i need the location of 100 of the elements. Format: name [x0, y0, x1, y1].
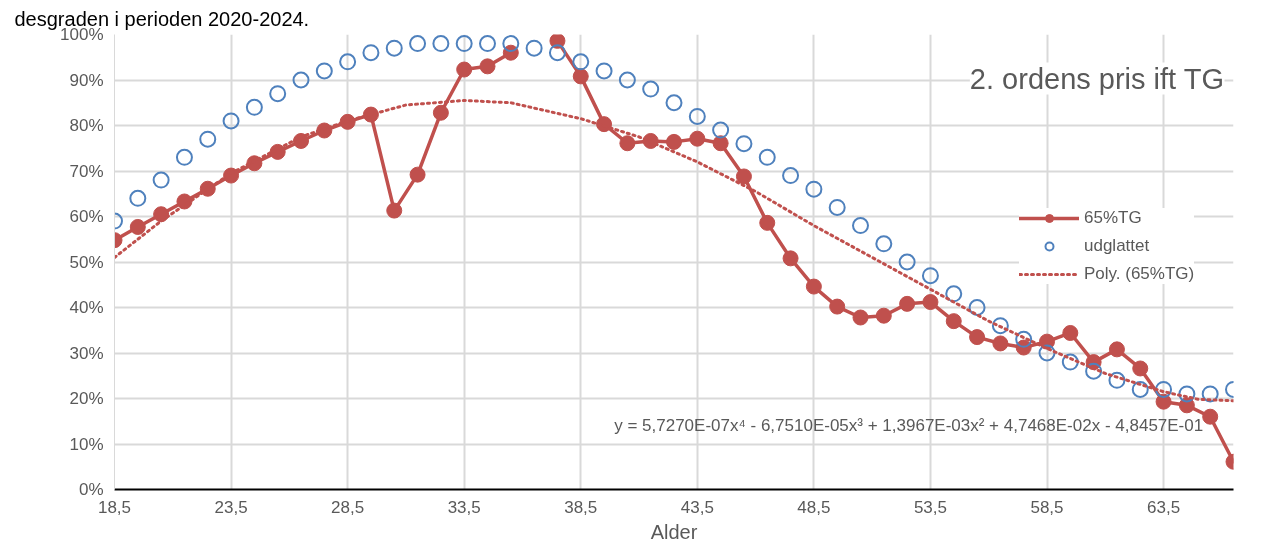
point	[665, 94, 683, 112]
y-tick-label: 70%	[69, 161, 104, 181]
point	[479, 58, 496, 75]
point	[712, 135, 729, 152]
point	[456, 61, 473, 78]
point	[455, 35, 473, 53]
x-tick-label: 33,5	[447, 497, 481, 517]
point	[969, 329, 986, 346]
point	[269, 85, 287, 103]
point	[921, 267, 939, 285]
point	[1038, 344, 1056, 362]
y-tick-label: 40%	[69, 298, 104, 317]
point	[1178, 385, 1196, 403]
point	[619, 135, 636, 152]
y-tick-label: 90%	[69, 70, 104, 90]
point	[992, 335, 1009, 352]
y-tick-label: 50%	[69, 252, 104, 272]
point	[1131, 380, 1149, 398]
point	[1015, 330, 1033, 348]
point	[1108, 341, 1125, 358]
point	[618, 71, 636, 89]
point	[479, 35, 496, 53]
x-tick-label: 28,5	[331, 497, 365, 517]
point	[805, 180, 823, 198]
annotation: y = 5,7270E-07x⁴ - 6,7510E-05x³ + 1,3967E-03x² + 4,7468E-02x - 4,8457E-01	[614, 416, 1204, 436]
x-tick-label: 63,5	[1147, 497, 1181, 517]
text: 2. ordens pris ift TG	[969, 62, 1224, 95]
point	[712, 121, 730, 139]
point	[875, 307, 892, 324]
point	[502, 35, 520, 53]
point	[898, 253, 916, 271]
point	[409, 35, 427, 53]
point	[829, 298, 846, 315]
point	[129, 189, 147, 207]
x-tick-label: 48,5	[797, 497, 831, 517]
x-axis-title: Alder	[650, 520, 698, 543]
point	[199, 130, 217, 148]
point	[1132, 360, 1149, 377]
y-tick-label: 20%	[69, 389, 104, 408]
point	[666, 133, 682, 150]
point	[688, 107, 706, 125]
point	[991, 317, 1009, 335]
point	[1061, 353, 1079, 371]
point	[735, 135, 753, 153]
point	[152, 171, 170, 189]
point	[153, 206, 170, 223]
point	[293, 132, 309, 149]
point	[1201, 385, 1219, 403]
point	[758, 148, 776, 166]
point	[945, 313, 962, 330]
point	[1085, 362, 1103, 380]
point	[548, 44, 566, 62]
point	[945, 285, 963, 303]
point	[642, 80, 660, 98]
legend-label: 65%TG	[1084, 208, 1142, 228]
point	[175, 148, 193, 166]
point	[572, 68, 589, 85]
y-tick-label: 10%	[69, 434, 104, 454]
legend-label: Poly. (65%TG)	[1084, 264, 1195, 284]
point	[292, 71, 310, 89]
x-tick-label: 38,5	[564, 497, 598, 517]
x-tick-label: 53,5	[913, 497, 947, 517]
x-tick-label: 58,5	[1030, 497, 1064, 517]
y-tick-label: 80%	[69, 116, 104, 135]
y-tick-label: 60%	[69, 207, 104, 226]
point	[1155, 380, 1173, 398]
x-tick-label: 18,5	[97, 497, 132, 517]
point	[386, 202, 403, 219]
point	[759, 214, 776, 231]
point	[362, 44, 380, 62]
point	[782, 167, 800, 185]
point	[245, 98, 263, 116]
point	[339, 53, 357, 71]
point	[525, 39, 543, 57]
point	[409, 166, 426, 183]
x-tick-label: 43,5	[680, 497, 714, 517]
point	[922, 294, 939, 311]
point	[315, 62, 333, 80]
point	[852, 309, 869, 326]
point	[828, 198, 846, 216]
point	[595, 62, 613, 80]
point	[968, 299, 986, 316]
point	[1202, 408, 1219, 425]
point	[222, 112, 240, 130]
point	[432, 35, 450, 53]
point	[899, 295, 916, 312]
point	[782, 250, 799, 267]
y-tick-label: 0%	[78, 480, 104, 499]
point	[689, 130, 706, 147]
point	[385, 39, 403, 57]
point	[129, 218, 146, 235]
point	[805, 278, 822, 295]
point	[875, 235, 893, 253]
point	[572, 53, 590, 71]
point	[852, 217, 869, 235]
y-tick-label: 30%	[69, 343, 104, 363]
legend-label: udglattet	[1084, 236, 1150, 256]
point	[735, 168, 752, 185]
point	[1062, 324, 1079, 341]
point	[432, 104, 449, 121]
